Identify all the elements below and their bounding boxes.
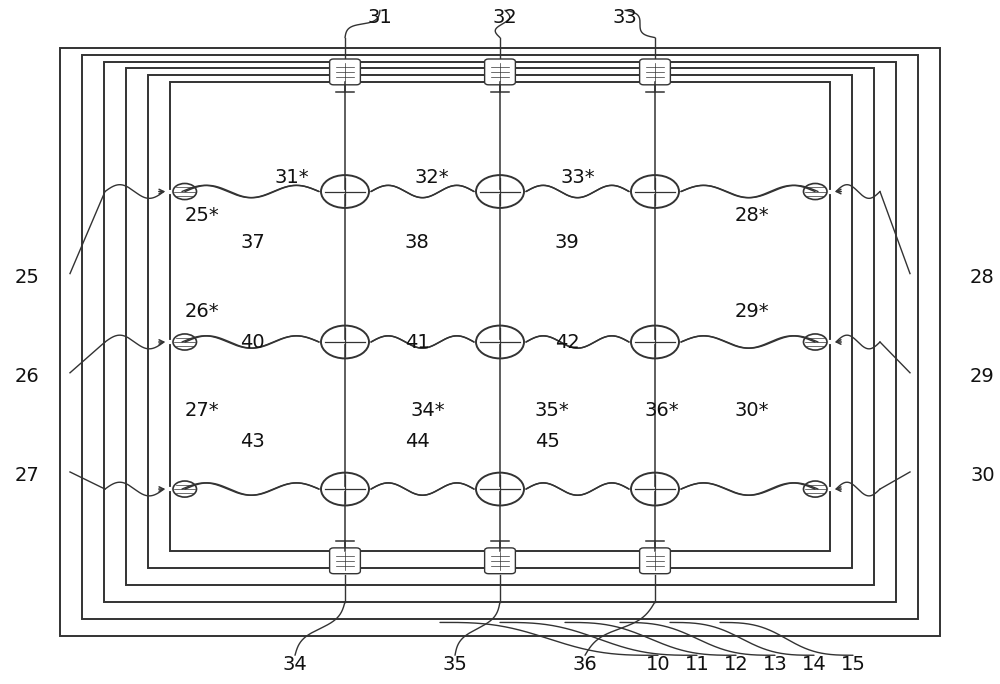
Text: 34: 34 [283, 655, 307, 674]
Text: 30: 30 [970, 466, 995, 485]
Text: 27: 27 [15, 466, 40, 485]
Text: 32*: 32* [415, 168, 450, 187]
Text: 25*: 25* [185, 206, 220, 225]
Text: 39: 39 [555, 233, 580, 252]
FancyBboxPatch shape [485, 548, 515, 574]
FancyBboxPatch shape [330, 548, 360, 574]
Text: 10: 10 [646, 655, 670, 674]
Text: 13: 13 [763, 655, 787, 674]
Text: 45: 45 [535, 432, 560, 451]
Text: 38: 38 [405, 233, 430, 252]
FancyBboxPatch shape [640, 59, 670, 85]
Bar [148, 75, 852, 568]
Text: 31: 31 [368, 8, 392, 27]
FancyBboxPatch shape [485, 59, 515, 85]
FancyBboxPatch shape [640, 548, 670, 574]
Bar [82, 55, 918, 619]
Text: 35: 35 [443, 655, 467, 674]
Text: 26*: 26* [185, 302, 220, 321]
Text: 35*: 35* [535, 401, 570, 420]
Text: 43: 43 [240, 432, 265, 451]
Text: 37: 37 [240, 233, 265, 252]
Text: 41: 41 [405, 332, 430, 352]
Text: 34*: 34* [410, 401, 445, 420]
Text: 28: 28 [970, 267, 995, 287]
Text: 25: 25 [15, 267, 40, 287]
Text: 28*: 28* [735, 206, 770, 225]
Bar [126, 68, 874, 585]
Text: 33*: 33* [560, 168, 595, 187]
Text: 42: 42 [555, 332, 580, 352]
Text: 44: 44 [405, 432, 430, 451]
Text: 40: 40 [240, 332, 265, 352]
FancyBboxPatch shape [330, 59, 360, 85]
Text: 11: 11 [685, 655, 709, 674]
Text: 30*: 30* [735, 401, 770, 420]
Text: 15: 15 [841, 655, 865, 674]
Text: 31*: 31* [275, 168, 310, 187]
Text: 36: 36 [573, 655, 597, 674]
Text: 29*: 29* [735, 302, 770, 321]
Text: 33: 33 [613, 8, 637, 27]
Text: 14: 14 [802, 655, 826, 674]
Bar [104, 62, 896, 602]
Text: 27*: 27* [185, 401, 220, 420]
Text: 26: 26 [15, 367, 40, 386]
Bar [170, 82, 830, 551]
Text: 29: 29 [970, 367, 995, 386]
Bar [60, 48, 940, 636]
Text: 32: 32 [493, 8, 517, 27]
Text: 12: 12 [724, 655, 748, 674]
Text: 36*: 36* [645, 401, 680, 420]
